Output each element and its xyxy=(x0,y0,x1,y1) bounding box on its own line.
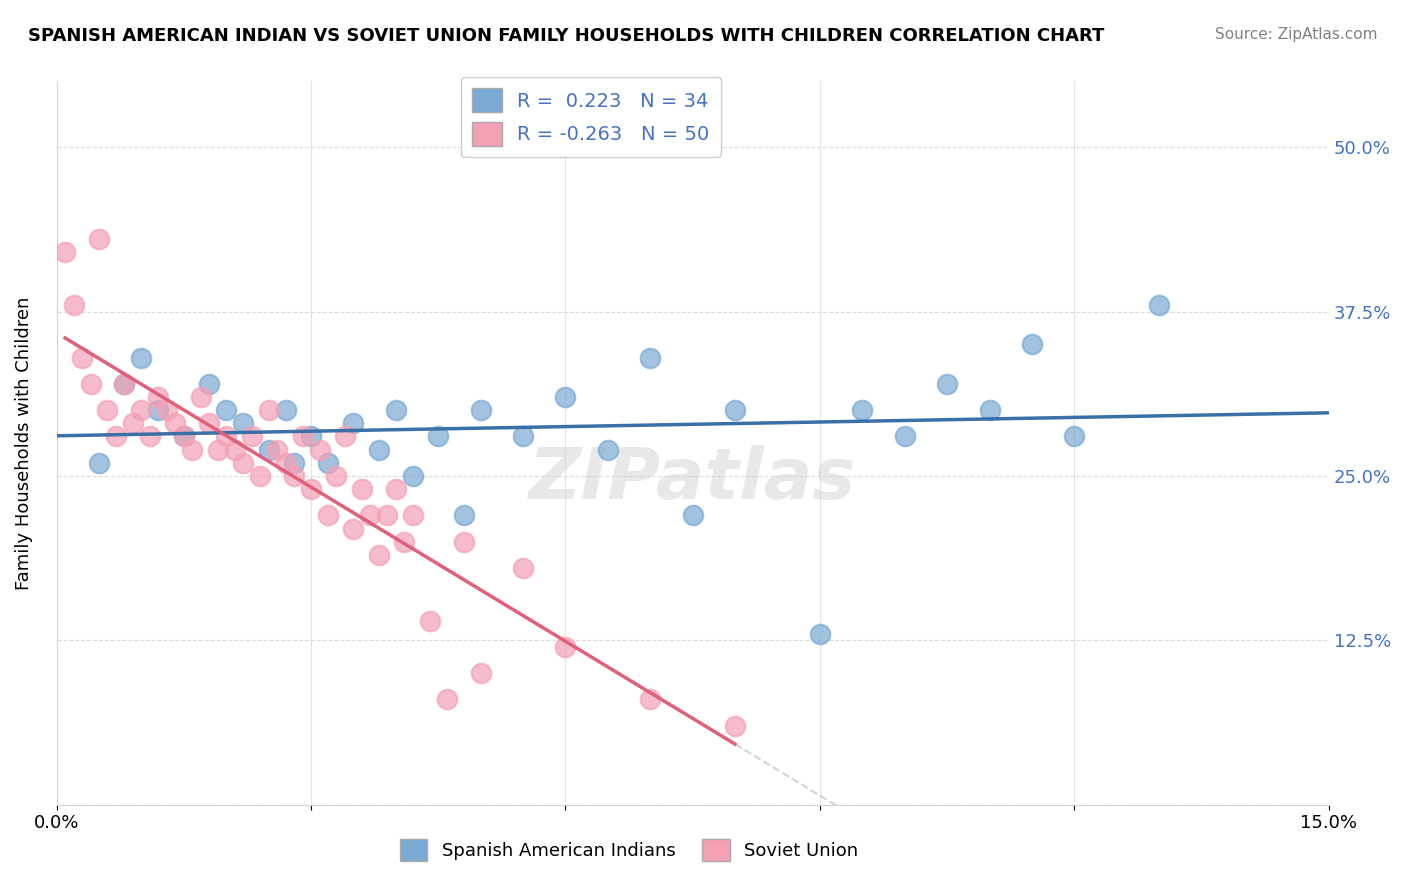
Point xyxy=(207,442,229,457)
Point xyxy=(87,232,110,246)
Point xyxy=(215,429,238,443)
Text: SPANISH AMERICAN INDIAN VS SOVIET UNION FAMILY HOUSEHOLDS WITH CHILDREN CORRELAT: SPANISH AMERICAN INDIAN VS SOVIET UNION … xyxy=(28,27,1105,45)
Point xyxy=(308,442,330,457)
Text: Source: ZipAtlas.com: Source: ZipAtlas.com xyxy=(1215,27,1378,42)
Point xyxy=(114,376,136,391)
Point xyxy=(232,417,254,431)
Y-axis label: Family Households with Children: Family Households with Children xyxy=(15,296,32,590)
Point xyxy=(359,508,381,523)
Point xyxy=(893,429,915,443)
Point xyxy=(173,429,195,443)
Point xyxy=(240,429,263,443)
Point xyxy=(96,403,118,417)
Point xyxy=(851,403,873,417)
Point xyxy=(104,429,127,443)
Point xyxy=(367,548,389,562)
Point xyxy=(79,376,101,391)
Point xyxy=(512,561,534,575)
Point xyxy=(596,442,619,457)
Point xyxy=(436,692,458,706)
Point xyxy=(131,351,153,365)
Point xyxy=(283,456,305,470)
Point xyxy=(342,417,364,431)
Point xyxy=(274,456,297,470)
Point xyxy=(350,482,373,496)
Point xyxy=(181,442,204,457)
Point xyxy=(257,403,280,417)
Point xyxy=(291,429,314,443)
Point xyxy=(333,429,356,443)
Point xyxy=(70,351,93,365)
Point xyxy=(512,429,534,443)
Point xyxy=(554,390,576,404)
Point xyxy=(131,403,153,417)
Point xyxy=(682,508,704,523)
Point xyxy=(1063,429,1085,443)
Point xyxy=(190,390,212,404)
Point xyxy=(266,442,288,457)
Point xyxy=(808,626,831,640)
Point xyxy=(299,482,322,496)
Legend: R =  0.223   N = 34, R = -0.263   N = 50: R = 0.223 N = 34, R = -0.263 N = 50 xyxy=(461,77,721,157)
Point xyxy=(1147,298,1170,312)
Point xyxy=(394,534,416,549)
Point xyxy=(402,508,425,523)
Point xyxy=(283,469,305,483)
Point xyxy=(274,403,297,417)
Point xyxy=(724,719,747,733)
Point xyxy=(173,429,195,443)
Point xyxy=(1021,337,1043,351)
Point xyxy=(257,442,280,457)
Text: ZIPatlas: ZIPatlas xyxy=(529,445,856,514)
Point xyxy=(122,417,145,431)
Point xyxy=(470,666,492,681)
Point xyxy=(249,469,271,483)
Point xyxy=(148,390,170,404)
Point xyxy=(198,417,221,431)
Point xyxy=(453,508,475,523)
Point xyxy=(402,469,425,483)
Point xyxy=(640,692,662,706)
Point xyxy=(385,403,408,417)
Point xyxy=(385,482,408,496)
Point xyxy=(470,403,492,417)
Point xyxy=(148,403,170,417)
Point xyxy=(640,351,662,365)
Point xyxy=(62,298,84,312)
Point xyxy=(342,522,364,536)
Point xyxy=(87,456,110,470)
Point xyxy=(316,456,339,470)
Point xyxy=(325,469,347,483)
Point xyxy=(427,429,450,443)
Point xyxy=(53,245,76,260)
Point xyxy=(165,417,187,431)
Point xyxy=(114,376,136,391)
Point xyxy=(367,442,389,457)
Point xyxy=(453,534,475,549)
Point xyxy=(724,403,747,417)
Point xyxy=(419,614,441,628)
Point xyxy=(554,640,576,654)
Point xyxy=(156,403,179,417)
Point xyxy=(316,508,339,523)
Point xyxy=(377,508,399,523)
Point xyxy=(979,403,1001,417)
Point xyxy=(224,442,246,457)
Point xyxy=(139,429,162,443)
Point xyxy=(215,403,238,417)
Point xyxy=(936,376,959,391)
Point xyxy=(299,429,322,443)
Point xyxy=(232,456,254,470)
Point xyxy=(198,376,221,391)
